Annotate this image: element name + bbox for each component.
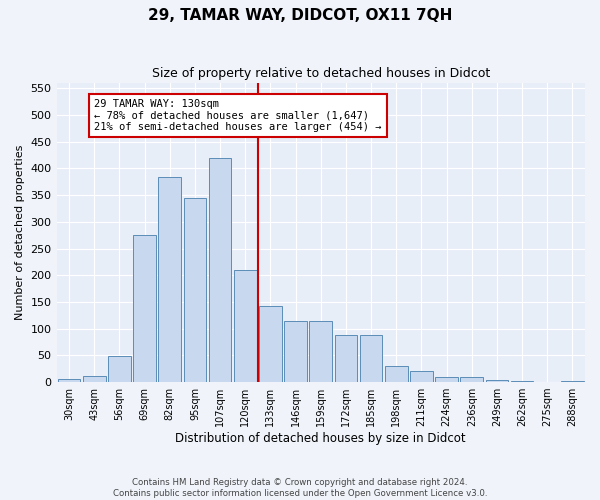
Bar (234, 270, 257, 382)
Title: Size of property relative to detached houses in Didcot: Size of property relative to detached ho… (152, 68, 490, 80)
Bar (410, 372, 433, 382)
Text: 29, TAMAR WAY, DIDCOT, OX11 7QH: 29, TAMAR WAY, DIDCOT, OX11 7QH (148, 8, 452, 22)
Bar (133, 235, 156, 382)
Bar (259, 306, 282, 382)
X-axis label: Distribution of detached houses by size in Didcot: Distribution of detached houses by size … (175, 432, 466, 445)
Bar (435, 376, 458, 382)
Text: 29 TAMAR WAY: 130sqm
← 78% of detached houses are smaller (1,647)
21% of semi-de: 29 TAMAR WAY: 130sqm ← 78% of detached h… (94, 99, 382, 132)
Y-axis label: Number of detached properties: Number of detached properties (15, 145, 25, 320)
Bar (310, 320, 332, 382)
Bar (385, 366, 407, 382)
Bar (209, 158, 232, 382)
Text: Contains HM Land Registry data © Crown copyright and database right 2024.
Contai: Contains HM Land Registry data © Crown c… (113, 478, 487, 498)
Bar (108, 356, 131, 382)
Bar (284, 320, 307, 382)
Bar (158, 176, 181, 382)
Bar (561, 381, 584, 382)
Bar (485, 380, 508, 382)
Bar (460, 376, 483, 382)
Bar (511, 381, 533, 382)
Bar (335, 335, 357, 382)
Bar (83, 376, 106, 382)
Bar (58, 380, 80, 382)
Bar (360, 335, 382, 382)
Bar (184, 198, 206, 382)
